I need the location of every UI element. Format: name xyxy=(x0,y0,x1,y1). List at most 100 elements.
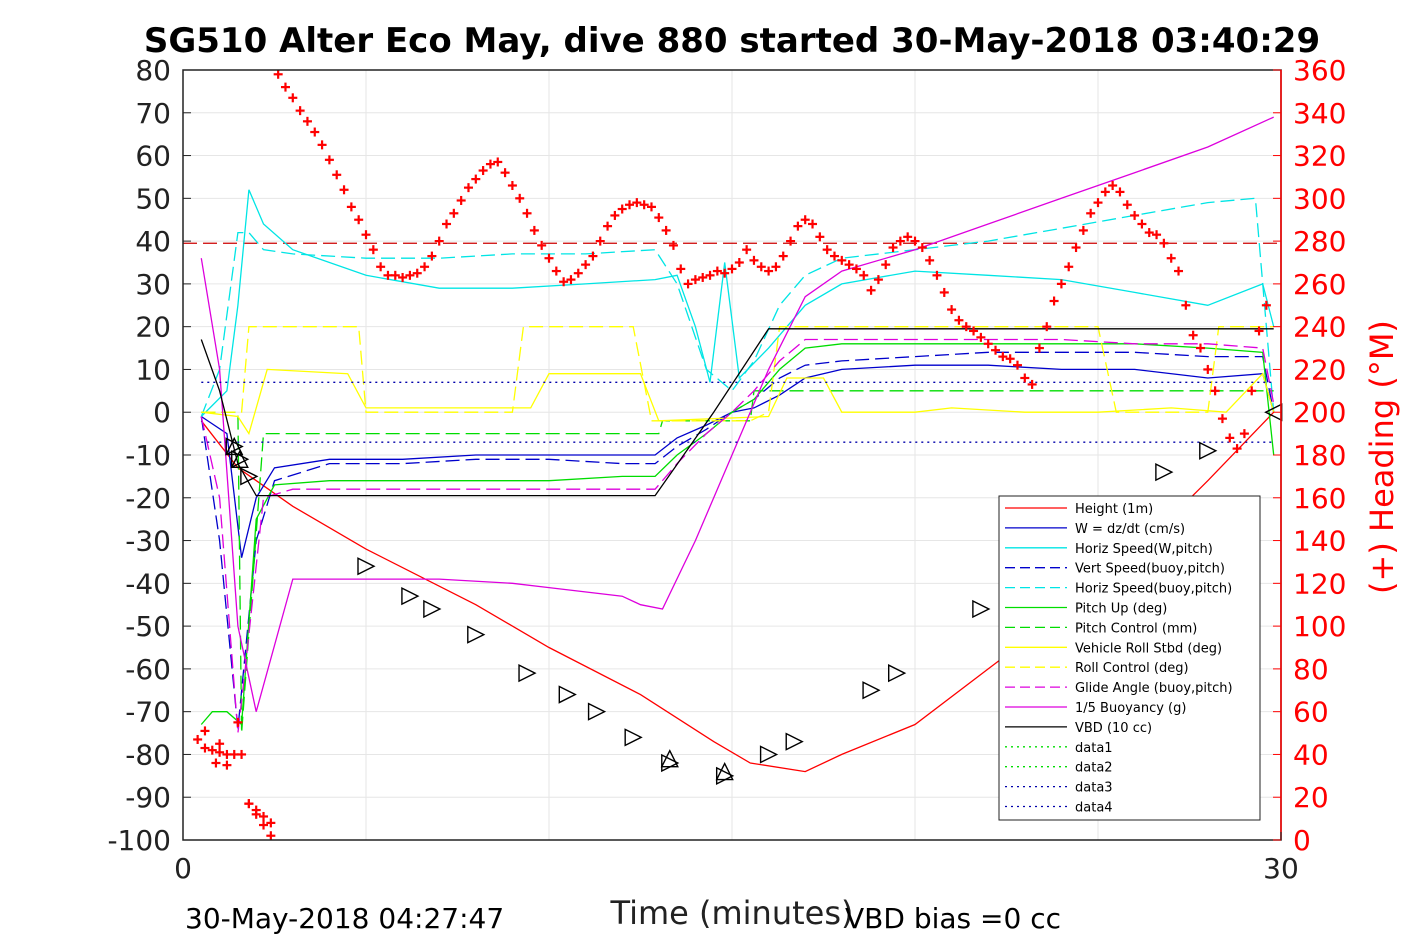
heading-mark xyxy=(507,181,517,190)
heading-mark xyxy=(1012,360,1022,370)
y2-tick-label: 280 xyxy=(1293,225,1346,258)
depth-marker-right xyxy=(240,467,259,486)
heading-mark xyxy=(881,260,891,270)
y-tick-label: -10 xyxy=(125,439,171,472)
legend-label: Horiz Speed(buoy,pitch) xyxy=(1075,582,1232,597)
y-tick-label: -80 xyxy=(125,738,171,771)
heading-mark xyxy=(361,230,371,240)
legend-label: Height (1m) xyxy=(1075,502,1153,517)
heading-mark xyxy=(266,818,276,828)
legend-label: W = dz/dt (cm/s) xyxy=(1075,522,1185,537)
heading-mark xyxy=(193,734,203,744)
heading-mark xyxy=(317,140,327,150)
heading-mark xyxy=(705,270,715,280)
y2-tick-label: 240 xyxy=(1293,311,1346,344)
heading-mark xyxy=(522,208,532,218)
heading-mark xyxy=(1122,200,1132,210)
heading-mark xyxy=(661,225,671,235)
legend-label: data1 xyxy=(1075,741,1113,756)
heading-mark xyxy=(251,805,261,815)
y-tick-label: -50 xyxy=(125,610,171,643)
heading-mark xyxy=(339,185,349,195)
heading-mark xyxy=(529,225,539,235)
x-axis-label: Time (minutes) xyxy=(610,894,854,932)
heading-mark xyxy=(917,243,927,253)
x-tick-label: 0 xyxy=(174,852,192,885)
heading-mark xyxy=(1254,326,1264,336)
heading-mark xyxy=(588,251,598,261)
y-tick-label: 10 xyxy=(135,353,171,386)
heading-mark xyxy=(837,255,847,265)
series-line-9 xyxy=(200,338,1275,734)
right-axis-ticks: 3603403203002802602402202001801601401201… xyxy=(1273,54,1346,857)
heading-mark xyxy=(815,232,825,242)
y-tick-label: 20 xyxy=(135,311,171,344)
heading-mark xyxy=(1217,414,1227,424)
heading-mark xyxy=(493,157,503,167)
heading-mark xyxy=(273,69,283,79)
y2-tick-label: 340 xyxy=(1293,97,1346,130)
depth-marker-right xyxy=(231,450,250,469)
heading-mark xyxy=(603,221,613,231)
depth-marker-right xyxy=(357,557,376,576)
heading-mark xyxy=(727,264,737,274)
heading-mark xyxy=(734,258,744,267)
heading-mark xyxy=(1225,433,1235,443)
heading-mark xyxy=(237,749,247,759)
legend-label: Pitch Control (mm) xyxy=(1075,621,1197,636)
heading-mark xyxy=(895,236,905,246)
series-line-10 xyxy=(200,116,1274,712)
depth-marker-right xyxy=(759,745,779,764)
heading-mark xyxy=(976,332,986,342)
legend-label: 1/5 Buoyancy (g) xyxy=(1075,701,1186,716)
heading-mark xyxy=(595,236,605,246)
depth-marker-right xyxy=(423,599,442,619)
heading-mark xyxy=(866,285,876,295)
heading-mark xyxy=(991,345,1001,355)
heading-mark xyxy=(1261,300,1271,310)
heading-mark xyxy=(233,717,243,727)
depth-marker-up xyxy=(225,436,244,456)
series-line-1 xyxy=(200,364,1275,558)
heading-marker-layer xyxy=(193,69,1271,841)
heading-mark xyxy=(456,195,466,205)
heading-mark xyxy=(559,277,569,287)
heading-mark xyxy=(200,726,210,736)
y2-tick-label: 60 xyxy=(1293,696,1329,729)
heading-mark xyxy=(1210,386,1220,396)
heading-mark xyxy=(771,262,781,272)
heading-mark xyxy=(903,232,913,242)
y-tick-label: -20 xyxy=(125,482,171,515)
heading-mark xyxy=(808,219,818,229)
y2-tick-label: 0 xyxy=(1293,824,1311,857)
y2-tick-label: 300 xyxy=(1293,182,1346,215)
legend-label: Roll Control (deg) xyxy=(1075,661,1189,676)
heading-mark xyxy=(698,272,708,282)
legend-label: VBD (10 cc) xyxy=(1075,721,1152,736)
heading-mark xyxy=(1115,187,1125,197)
heading-mark xyxy=(1137,219,1147,229)
footer-timestamp: 30-May-2018 04:27:47 xyxy=(185,902,504,935)
heading-mark xyxy=(420,262,430,272)
y-tick-label: 50 xyxy=(135,182,171,215)
heading-mark xyxy=(632,198,642,208)
heading-mark xyxy=(434,236,444,246)
heading-mark xyxy=(515,193,525,203)
heading-mark xyxy=(1005,354,1015,364)
heading-mark xyxy=(1130,210,1140,220)
heading-mark xyxy=(1239,429,1249,439)
heading-mark xyxy=(778,251,788,261)
heading-mark xyxy=(1027,379,1037,389)
heading-mark xyxy=(764,266,774,276)
heading-mark xyxy=(215,747,225,757)
footer-vbd-bias: VBD bias =0 cc xyxy=(845,902,1061,935)
depth-marker-right xyxy=(401,587,420,606)
heading-mark xyxy=(1188,330,1198,340)
heading-mark xyxy=(851,264,861,274)
depth-marker-right xyxy=(972,599,991,619)
heading-mark xyxy=(1152,230,1162,240)
legend-label: data3 xyxy=(1075,781,1113,796)
heading-mark xyxy=(639,200,649,210)
x-tick-label: 30 xyxy=(1263,852,1299,885)
